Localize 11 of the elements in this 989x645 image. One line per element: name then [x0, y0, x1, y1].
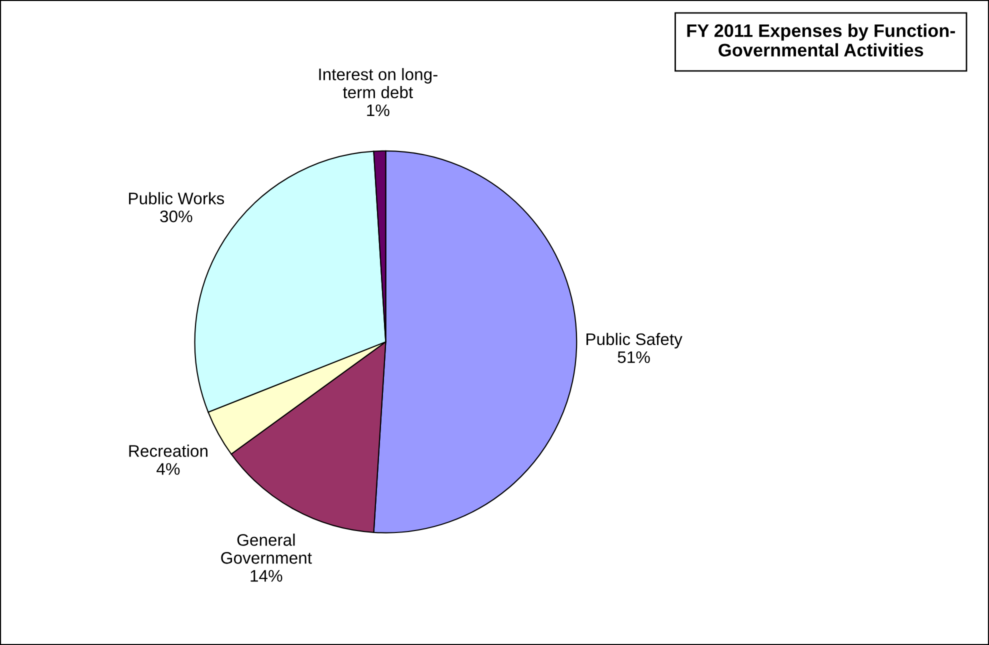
slice-label: Public Works: [129, 192, 224, 204]
slice-label: Public Safety: [586, 332, 682, 348]
slice-label: General Government: [221, 534, 312, 564]
data-label: 30%: [160, 210, 192, 222]
text: FY 2011 Expenses by Function- Governmental Activities: [687, 24, 955, 56]
data-label: 1%: [367, 104, 390, 116]
slice-label: Recreation: [129, 444, 208, 457]
data-label: 51%: [618, 351, 650, 364]
slice-label: Interest on long- term debt: [319, 68, 438, 98]
data-label: 14%: [250, 570, 282, 582]
data-label: 4%: [156, 463, 180, 475]
